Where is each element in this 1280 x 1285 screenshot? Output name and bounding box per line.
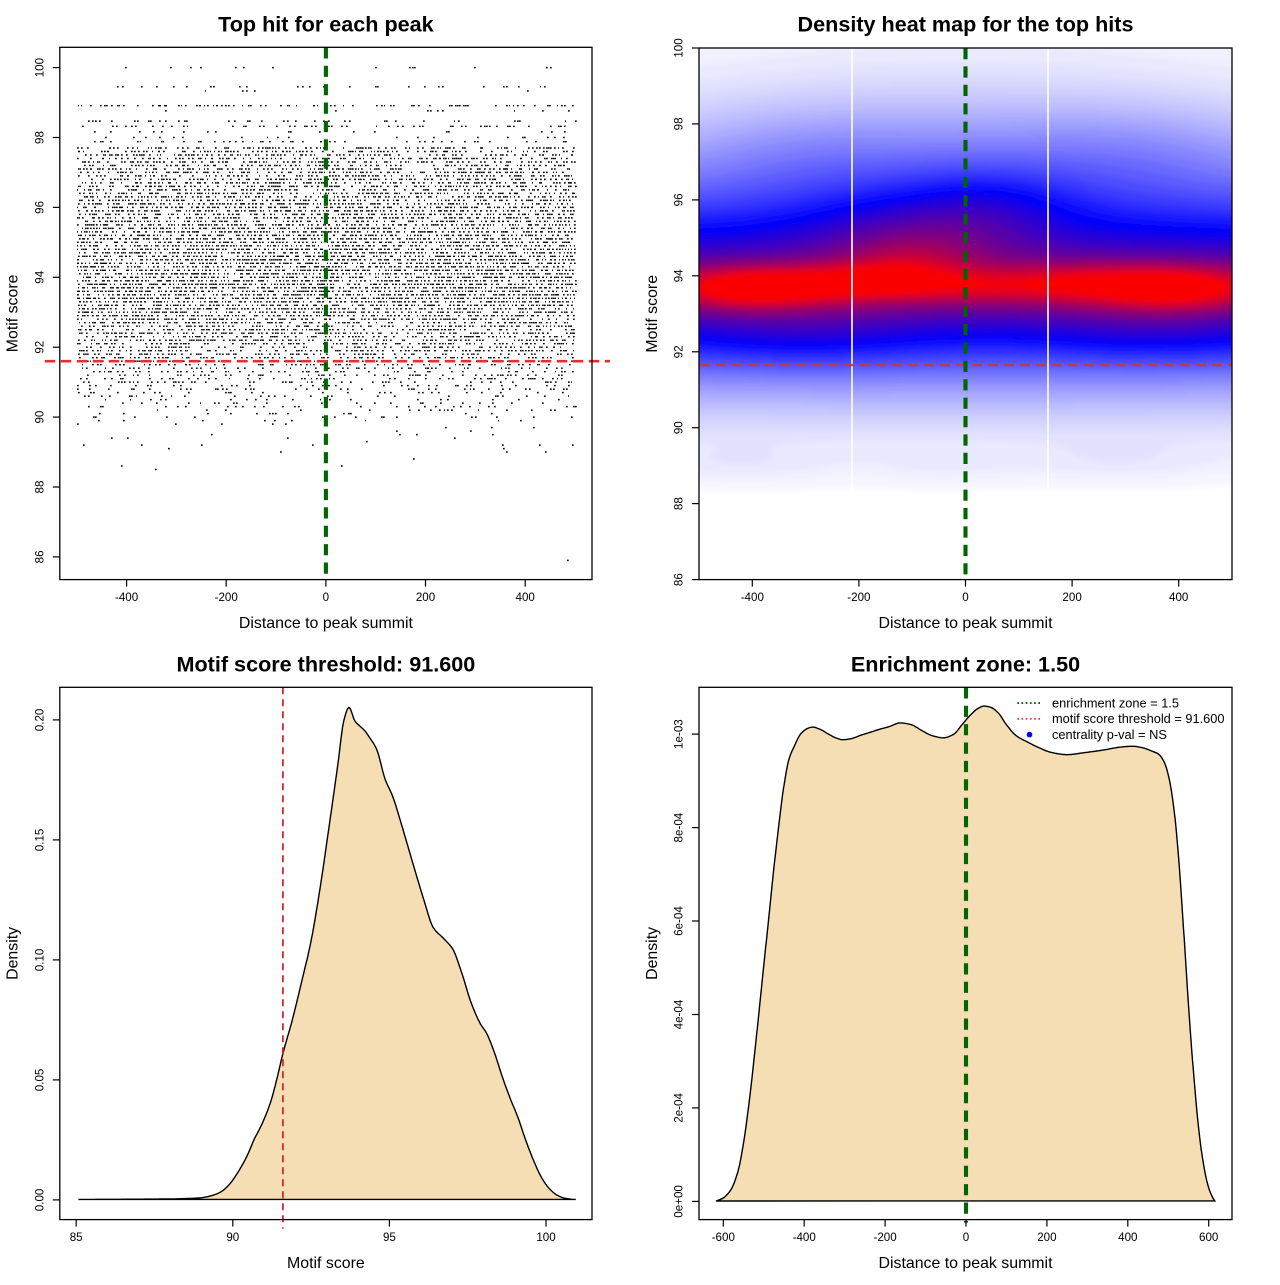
svg-text:86: 86 — [673, 573, 686, 586]
svg-text:-600: -600 — [712, 1231, 735, 1244]
svg-text:Enrichment zone: 1.50: Enrichment zone: 1.50 — [851, 651, 1080, 676]
svg-text:Top hit for each peak: Top hit for each peak — [218, 11, 435, 36]
svg-text:90: 90 — [34, 411, 47, 424]
svg-text:98: 98 — [673, 117, 686, 130]
svg-text:centrality p-val = NS: centrality p-val = NS — [1052, 727, 1167, 742]
svg-text:200: 200 — [1037, 1231, 1056, 1244]
svg-text:0.05: 0.05 — [34, 1069, 47, 1092]
svg-text:-200: -200 — [847, 591, 870, 604]
svg-text:95: 95 — [383, 1231, 396, 1244]
svg-text:Motif score: Motif score — [5, 274, 22, 352]
svg-text:0.15: 0.15 — [34, 829, 47, 852]
svg-text:100: 100 — [34, 58, 47, 77]
svg-text:0.00: 0.00 — [34, 1189, 47, 1212]
svg-text:Motif score: Motif score — [287, 1255, 365, 1272]
svg-text:100: 100 — [673, 38, 686, 57]
svg-text:96: 96 — [34, 201, 47, 214]
svg-text:90: 90 — [226, 1231, 239, 1244]
svg-text:Density heat map for the top h: Density heat map for the top hits — [798, 11, 1134, 36]
svg-text:200: 200 — [1062, 591, 1081, 604]
svg-text:1e-03: 1e-03 — [673, 719, 686, 749]
svg-text:-200: -200 — [215, 591, 238, 604]
svg-text:92: 92 — [673, 345, 686, 358]
svg-text:94: 94 — [34, 270, 47, 283]
svg-text:8e-04: 8e-04 — [673, 812, 686, 842]
svg-text:enrichment zone = 1.5: enrichment zone = 1.5 — [1052, 695, 1179, 710]
svg-text:100: 100 — [536, 1231, 555, 1244]
svg-text:600: 600 — [1199, 1231, 1218, 1244]
svg-text:88: 88 — [673, 497, 686, 510]
svg-text:0.20: 0.20 — [34, 709, 47, 732]
svg-text:Distance to peak summit: Distance to peak summit — [239, 615, 414, 632]
svg-text:Distance to peak summit: Distance to peak summit — [879, 1255, 1054, 1272]
svg-text:0: 0 — [963, 1231, 969, 1244]
svg-text:Density: Density — [5, 927, 22, 980]
svg-text:400: 400 — [516, 591, 535, 604]
svg-text:0.10: 0.10 — [34, 949, 47, 972]
svg-text:96: 96 — [673, 193, 686, 206]
svg-text:2e-04: 2e-04 — [673, 1093, 686, 1123]
svg-text:-200: -200 — [873, 1231, 896, 1244]
svg-text:motif score threshold = 91.600: motif score threshold = 91.600 — [1052, 711, 1225, 726]
svg-text:-400: -400 — [793, 1231, 816, 1244]
svg-text:88: 88 — [34, 481, 47, 494]
svg-text:0e+00: 0e+00 — [673, 1185, 686, 1218]
svg-text:400: 400 — [1169, 591, 1188, 604]
svg-text:Motif score threshold: 91.600: Motif score threshold: 91.600 — [177, 651, 476, 676]
svg-text:Density: Density — [644, 927, 661, 980]
svg-text:-400: -400 — [741, 591, 764, 604]
svg-text:6e-04: 6e-04 — [673, 906, 686, 936]
svg-text:200: 200 — [416, 591, 435, 604]
svg-text:400: 400 — [1118, 1231, 1137, 1244]
svg-text:86: 86 — [34, 550, 47, 563]
svg-text:-400: -400 — [115, 591, 138, 604]
svg-text:Distance to peak summit: Distance to peak summit — [879, 615, 1054, 632]
svg-text:85: 85 — [70, 1231, 83, 1244]
svg-text:94: 94 — [673, 269, 686, 282]
svg-text:0: 0 — [962, 591, 968, 604]
svg-text:Motif score: Motif score — [644, 275, 661, 353]
svg-text:4e-04: 4e-04 — [673, 999, 686, 1029]
svg-text:92: 92 — [34, 341, 47, 354]
svg-text:0: 0 — [323, 591, 329, 604]
svg-text:90: 90 — [673, 421, 686, 434]
svg-text:98: 98 — [34, 131, 47, 144]
